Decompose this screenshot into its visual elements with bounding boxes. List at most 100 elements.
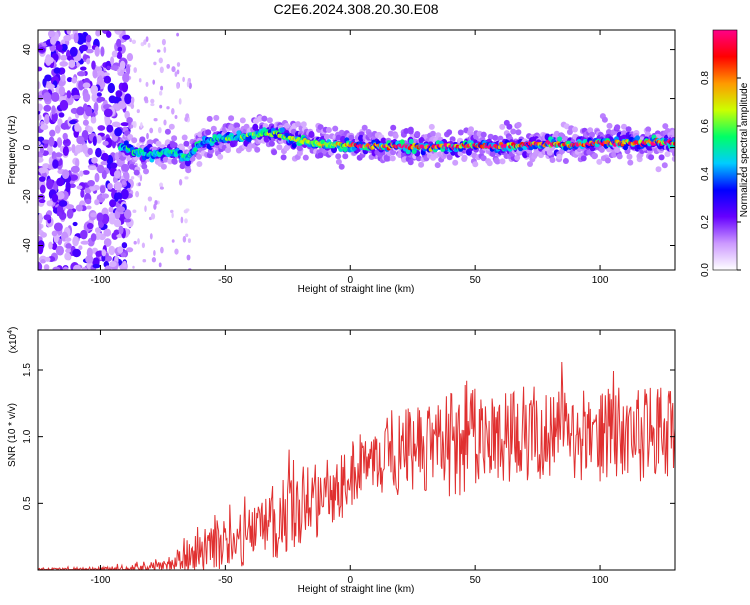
spectrogram-point	[145, 36, 149, 42]
spectrogram-point	[549, 157, 556, 163]
spectrogram-point	[446, 129, 453, 136]
spectrogram-point	[130, 176, 135, 180]
spectrogram-point	[65, 243, 72, 250]
spectrogram-point	[157, 126, 162, 134]
spectrogram-point	[43, 104, 52, 112]
spectrogram-point	[51, 230, 58, 237]
spectrogram-point	[150, 103, 155, 107]
spectrogram-point	[54, 124, 61, 134]
spectrogram-point	[116, 51, 123, 60]
spectrogram-point	[92, 263, 101, 269]
colorbar-tick-label: 0.8	[700, 71, 711, 85]
spectrogram-point	[116, 206, 126, 213]
spectrogram-point	[499, 158, 506, 165]
spectrogram-point	[317, 124, 324, 131]
spectrogram-point	[161, 38, 166, 46]
spectrogram-point	[166, 106, 170, 110]
svg-text:(x104): (x104)	[7, 327, 19, 354]
spectrogram-point	[407, 159, 414, 166]
spectrogram-point	[116, 233, 124, 239]
spectrogram-point	[171, 239, 175, 243]
spectrogram-point	[66, 208, 74, 219]
spectrogram-point	[648, 154, 655, 161]
spectrogram-point	[69, 174, 78, 181]
spectrogram-point	[414, 131, 421, 137]
spectrogram-point	[90, 186, 96, 192]
spectrogram-point	[116, 38, 122, 48]
spectrogram-point	[174, 248, 179, 255]
spectrogram-point	[623, 145, 628, 151]
spectrogram-point	[418, 161, 425, 168]
spectrogram-point	[252, 123, 259, 131]
spectrogram-point	[44, 114, 50, 125]
spectrogram-point	[86, 222, 94, 230]
spectrogram-point	[147, 42, 151, 48]
spectrogram-point	[147, 196, 153, 202]
spectrogram-point	[114, 30, 123, 35]
snr-plot-area	[38, 330, 675, 570]
spectrogram-point	[94, 199, 100, 206]
spectrogram-point	[296, 150, 303, 157]
spectrogram-point	[171, 107, 175, 115]
spectrogram-point	[546, 149, 553, 156]
spectrogram-point	[614, 124, 621, 131]
spectrogram-point	[53, 67, 61, 74]
spectrogram-point	[114, 152, 120, 161]
spectrogram-point	[430, 130, 436, 137]
spectrogram-point	[317, 152, 324, 159]
colorbar: 0.0 0.2 0.4 0.6 0.8 Normalized spectral ampl…	[700, 29, 750, 277]
spectrogram-point	[82, 170, 90, 175]
spectrogram-point	[308, 131, 315, 138]
spectrogram-point	[127, 134, 134, 140]
colorbar-tick-label: 0.6	[700, 119, 711, 133]
spectrogram-point	[149, 127, 154, 134]
spectrogram-point	[380, 137, 387, 145]
spectrogram-point	[279, 127, 285, 133]
spectrogram-point	[487, 133, 494, 140]
spectrogram-point	[171, 66, 176, 73]
spectrogram-point	[123, 209, 132, 219]
spectrogram-point	[182, 235, 187, 243]
spectrogram-point	[138, 78, 142, 83]
spectrogram-point	[108, 217, 116, 225]
spectrogram-frame	[37, 29, 676, 271]
spectrogram-point	[142, 258, 147, 263]
spectrogram-point	[70, 107, 79, 114]
spectrogram-point	[76, 185, 83, 190]
snr-x-tick-label: -100	[90, 575, 110, 586]
spectrogram-point	[117, 246, 124, 254]
spectrogram-point	[178, 178, 183, 186]
spectrogram-point	[122, 72, 130, 83]
spectrogram-point	[61, 169, 70, 180]
colorbar-tick-label: 0.0	[700, 263, 711, 277]
colorbar-tick-label: 0.2	[700, 215, 711, 229]
spectrogram-point	[143, 39, 147, 45]
spectrogram-point	[80, 66, 87, 71]
spectrogram-point	[59, 61, 69, 67]
spectrogram-point	[64, 237, 72, 242]
spectrogram-point	[146, 132, 149, 140]
spectrogram-point	[53, 222, 63, 232]
spectrogram-point	[129, 38, 132, 43]
spectrogram-point	[133, 67, 137, 73]
spectrogram-point	[38, 156, 44, 163]
spectrogram-point	[46, 200, 54, 207]
spectrogram-point	[74, 144, 82, 154]
spectrogram-point	[164, 128, 171, 135]
spectrogram-point	[121, 163, 130, 172]
spectrogram-point	[655, 166, 662, 173]
spectrogram-point	[101, 193, 110, 199]
spectrogram-point	[118, 225, 124, 235]
spectrogram-point	[90, 233, 97, 242]
snr-x-tick-label: 50	[470, 575, 482, 586]
spectrogram-point	[38, 213, 43, 224]
snr-y-tick-label: 1.5	[22, 363, 33, 377]
spectrogram-point	[144, 205, 147, 213]
spectrogram-point	[158, 57, 163, 64]
spectrogram-point	[266, 117, 273, 124]
spectrogram-point	[52, 159, 59, 169]
spectrogram-point	[515, 129, 522, 136]
spectrogram-point	[39, 145, 44, 154]
spectrogram-point	[76, 71, 86, 77]
